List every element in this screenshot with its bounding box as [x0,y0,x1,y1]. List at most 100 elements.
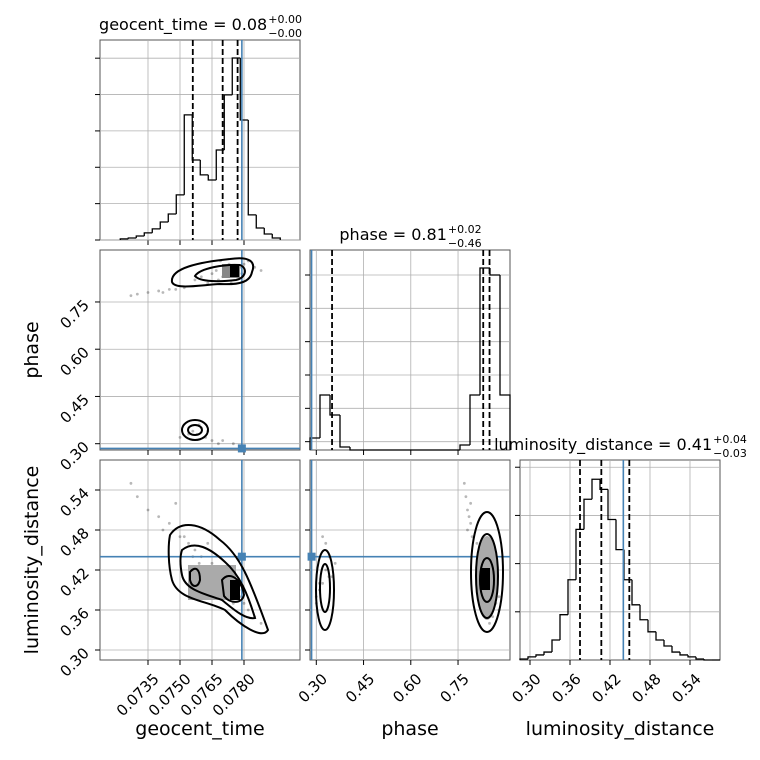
contour [167,523,270,635]
hist-bin [183,114,193,195]
hist-bin [567,579,576,615]
sample-point [199,275,203,279]
hist-bin [329,395,340,416]
hist-bin [479,267,490,395]
hist-bin [663,640,672,647]
y-tick-label: 0.48 [56,524,92,560]
hist-bin [175,194,185,214]
sample-point [191,429,195,433]
y-tick-label: 0.60 [56,343,92,379]
y-axis-label: phase [21,321,43,378]
hist-bin [271,234,281,240]
sample-point [497,595,501,599]
hist-bin [459,444,470,450]
contour [319,563,331,613]
hist-bin [527,656,536,660]
truth-marker [307,552,316,561]
sample-point [217,442,220,446]
sample-point [129,294,133,298]
contour [475,533,499,619]
hist-bin [655,631,664,641]
x-tick-label: 0.42 [588,670,624,706]
contour [193,263,246,283]
hist-bin [543,651,552,655]
hist-bin [255,214,265,229]
title-upper: +0.00 [268,13,302,26]
sample-point [161,291,165,294]
hist-bin [671,646,680,653]
sample-point [157,289,161,293]
hist-bin [143,232,153,236]
hist-bin [151,228,161,233]
sample-point [242,601,246,605]
y-axis-label: luminosity_distance [21,466,43,655]
contour [189,567,202,587]
hist-bin [263,228,273,235]
sample-point [466,508,469,512]
sample-point [210,272,214,276]
contour [179,544,257,620]
x-tick-label: 0.45 [342,670,378,706]
hist-bin [519,658,528,660]
sample-point [231,442,235,446]
hist-bin [615,519,624,551]
density-fill [188,565,236,600]
hist-bin [535,654,544,657]
title-upper: +0.02 [448,223,482,236]
sample-point [146,291,150,294]
sample-point [167,521,171,525]
hist-bin [599,479,608,491]
contour [187,424,203,436]
y-tick-label: 0.45 [56,391,92,427]
sample-point [464,495,468,499]
sample-point [242,262,246,266]
hist-bin [631,579,640,606]
title-lower: −0.00 [268,27,302,40]
sample-point [193,548,197,552]
sample-point [221,439,225,442]
panel-title: luminosity_distance = 0.41 [494,435,712,455]
y-tick-label: 0.54 [56,484,92,520]
sample-point [491,615,495,619]
hist-bin [247,120,257,216]
y-tick-label: 0.30 [56,644,92,680]
sample-point [321,535,324,539]
x-axis-label: luminosity_distance [526,718,715,740]
sample-point [178,436,182,439]
sample-point [321,581,324,585]
hist-bin [551,639,560,653]
sample-point [210,561,214,565]
hist-bin [127,237,137,239]
hist-bin [223,94,233,150]
sample-point [469,501,473,505]
x-tick-label: 0.75 [436,670,472,706]
x-tick-label: 0.60 [389,670,425,706]
sample-point [135,292,139,296]
sample-point [214,269,218,272]
sample-point [187,541,190,545]
title-upper: +0.04 [713,433,747,446]
sample-point [174,501,178,505]
density-fill [481,568,490,590]
title-lower: −0.03 [713,447,747,460]
x-tick-label: 0.30 [508,670,544,706]
truth-marker [237,552,246,561]
hist-bin [159,221,169,229]
sample-point [324,541,328,545]
hist-bin [639,604,648,621]
contour [479,557,495,603]
x-tick-label: 0.36 [548,670,584,706]
hist-bin [679,652,688,656]
panel-frame [99,249,301,451]
hist-bin [339,415,350,448]
hist-bin [309,437,320,450]
sample-point [324,568,328,572]
contour [181,419,209,441]
y-tick-label: 0.30 [56,438,92,474]
hist-bin [135,235,145,238]
sample-point [193,278,197,282]
hist-bin [215,149,225,180]
sample-point [259,621,263,625]
